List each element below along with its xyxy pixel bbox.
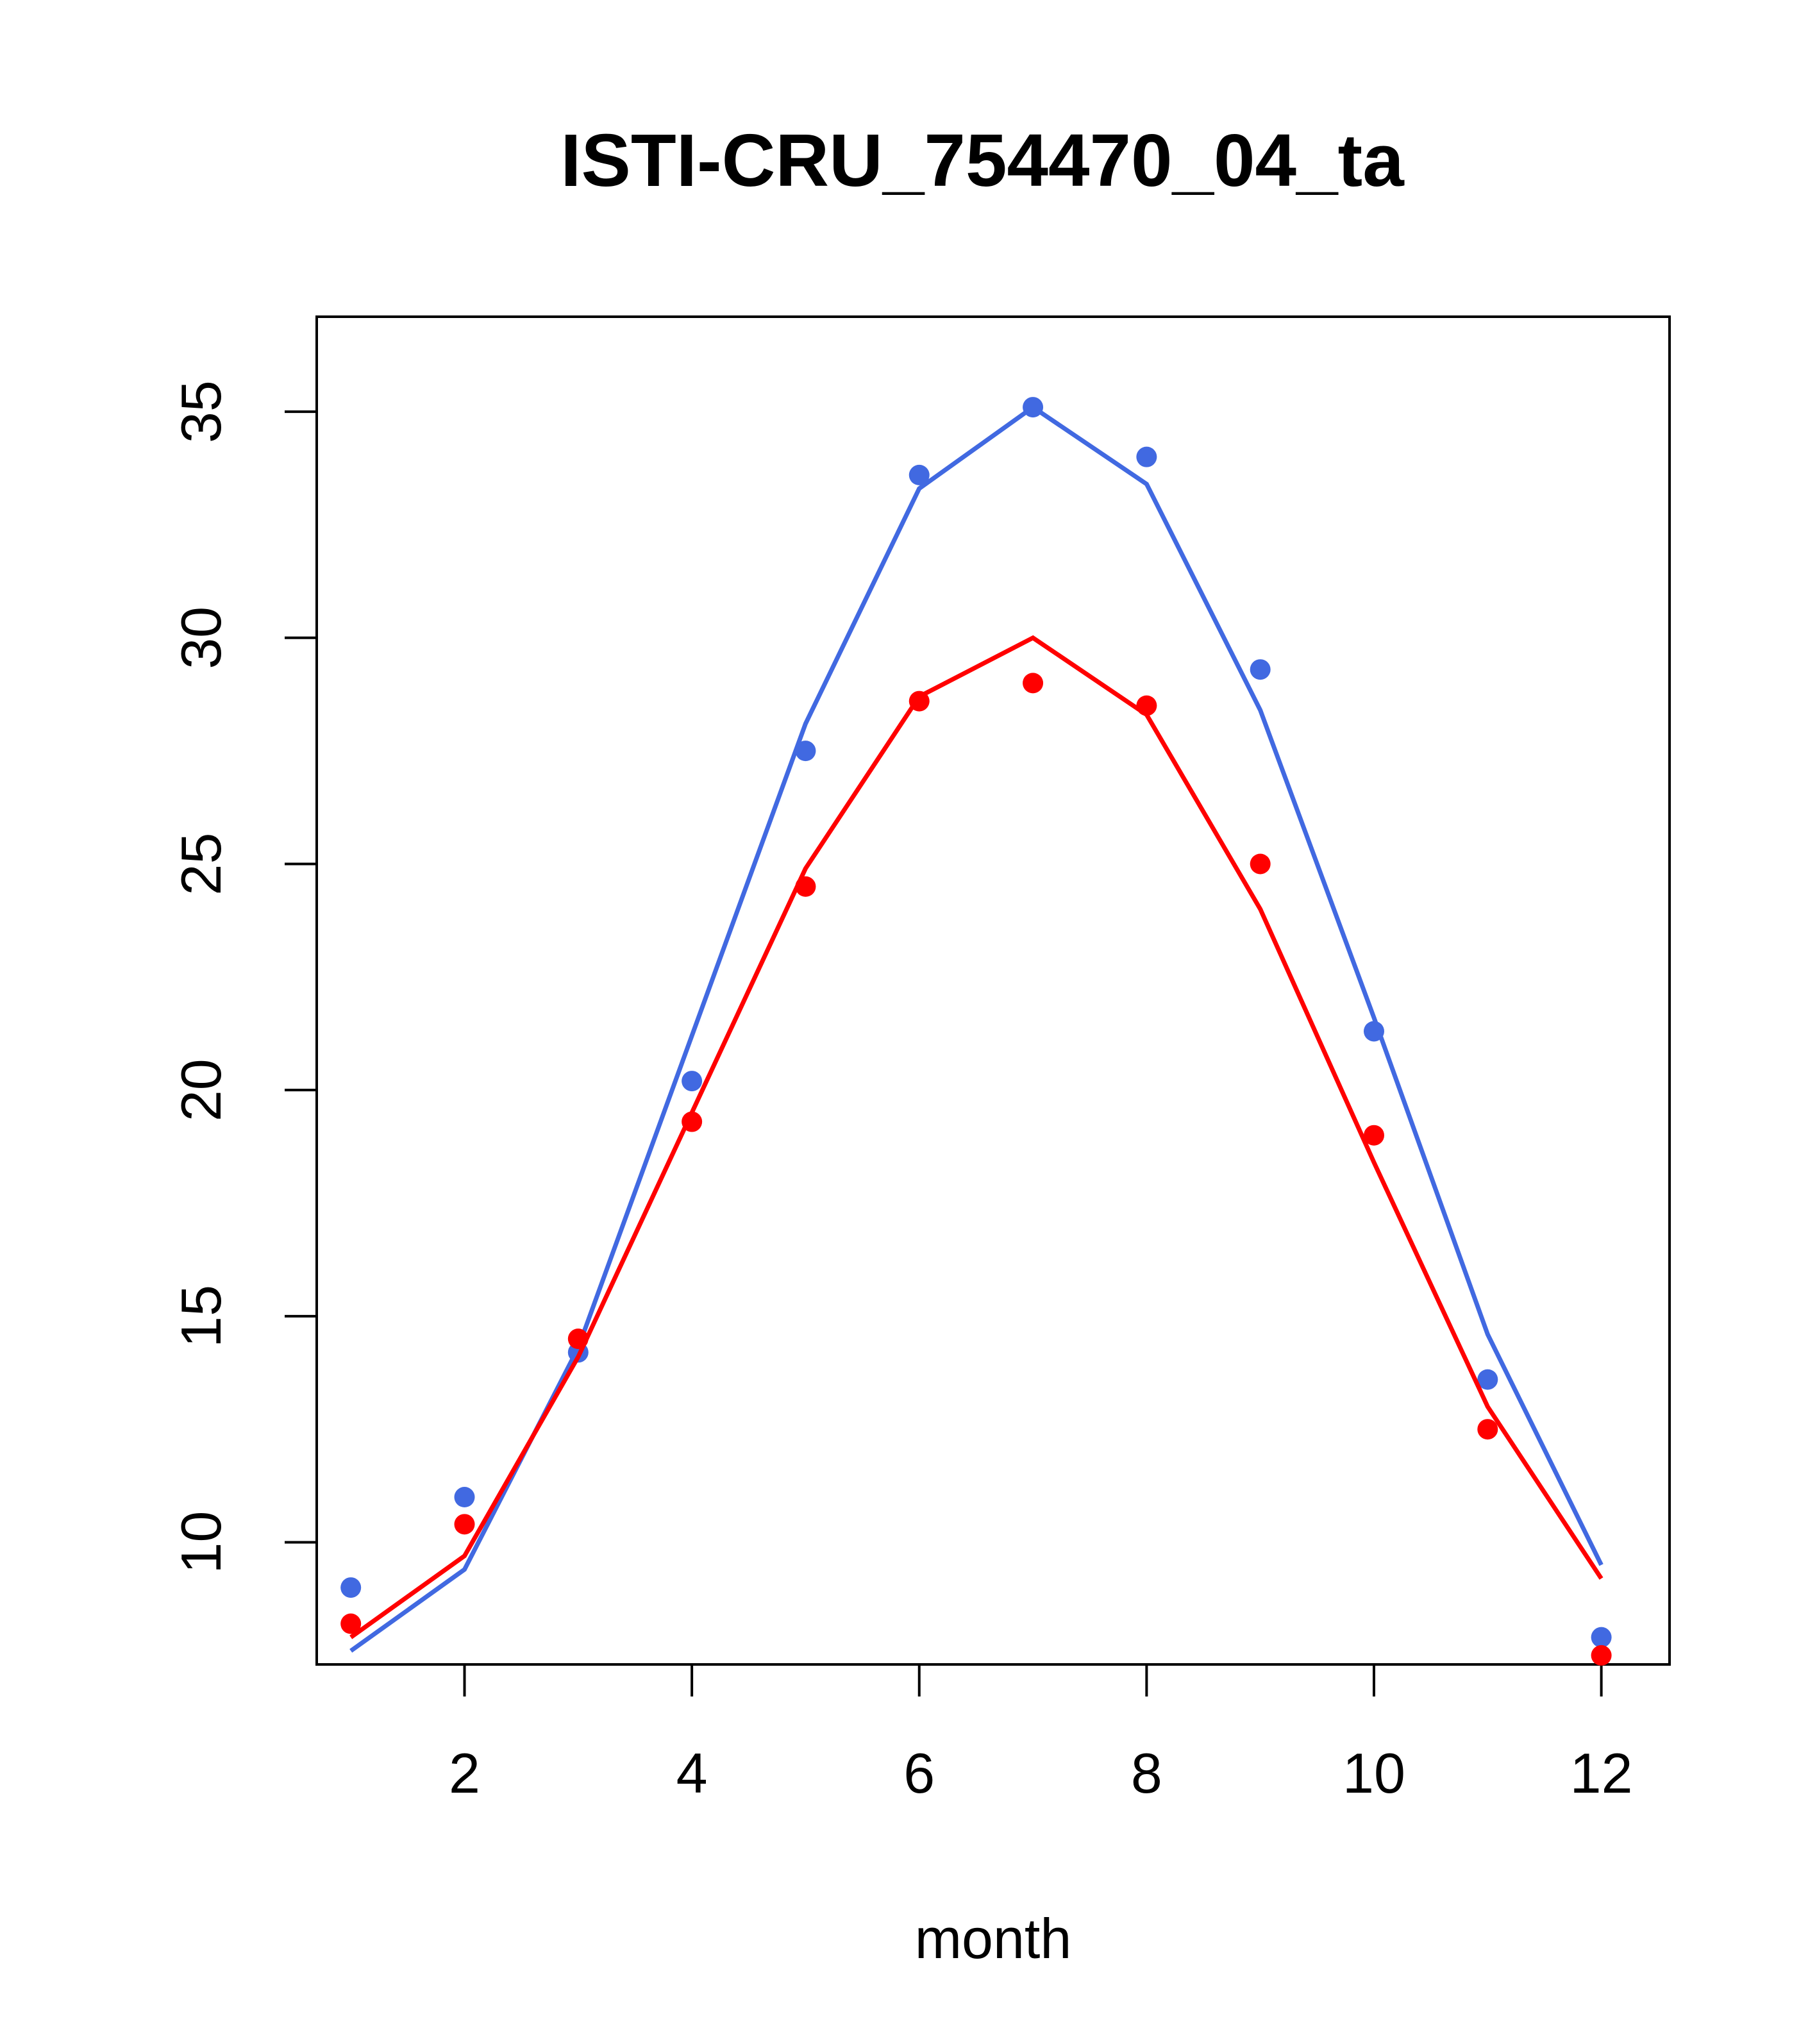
series-1-point <box>795 876 816 897</box>
y-axis: 10 15 20 25 30 35 <box>169 380 318 1574</box>
series-0-point <box>682 1071 703 1092</box>
series-0-point <box>908 464 930 485</box>
x-axis: 2 4 6 8 10 12 <box>449 1663 1633 1805</box>
series-1-point <box>1250 853 1271 875</box>
y-tick-label: 35 <box>169 380 233 443</box>
series-0-point <box>1591 1627 1612 1648</box>
x-tick-label: 10 <box>1343 1741 1405 1805</box>
y-tick-label: 20 <box>169 1059 233 1121</box>
series-1-point <box>1023 673 1044 694</box>
series-1-point <box>340 1613 362 1634</box>
x-axis-label: month <box>915 1907 1072 1970</box>
series-0-fit-line <box>349 404 1603 1653</box>
series-1-point <box>1591 1645 1612 1666</box>
series-1-point <box>1136 695 1157 716</box>
y-tick-label: 10 <box>169 1511 233 1574</box>
x-tick-label: 12 <box>1570 1741 1633 1805</box>
x-tick-label: 4 <box>676 1741 708 1805</box>
series-0-point <box>454 1487 475 1508</box>
y-tick-label: 25 <box>169 833 233 896</box>
series-0-point <box>1023 397 1044 418</box>
series-0-point <box>1477 1369 1498 1390</box>
series-1-point <box>567 1328 589 1350</box>
x-tick-label: 6 <box>903 1741 935 1805</box>
series-1-point <box>1363 1125 1384 1146</box>
series-0-point <box>1250 659 1271 680</box>
series-1-fit-line <box>349 635 1603 1639</box>
series-0-point <box>795 741 816 762</box>
series-1-point <box>454 1514 475 1535</box>
series-1-point <box>1477 1419 1498 1440</box>
y-tick-label: 30 <box>169 607 233 669</box>
series-1-point <box>682 1111 703 1132</box>
series-0-point <box>1363 1021 1384 1042</box>
series-0-point <box>1136 446 1157 467</box>
series-0-point <box>340 1577 362 1598</box>
x-tick-label: 8 <box>1131 1741 1162 1805</box>
x-tick-label: 2 <box>449 1741 480 1805</box>
y-tick-label: 15 <box>169 1285 233 1348</box>
series-layer <box>340 397 1612 1666</box>
series-1-point <box>908 691 930 712</box>
chart-title: ISTI-CRU_754470_04_ta <box>560 119 1405 202</box>
